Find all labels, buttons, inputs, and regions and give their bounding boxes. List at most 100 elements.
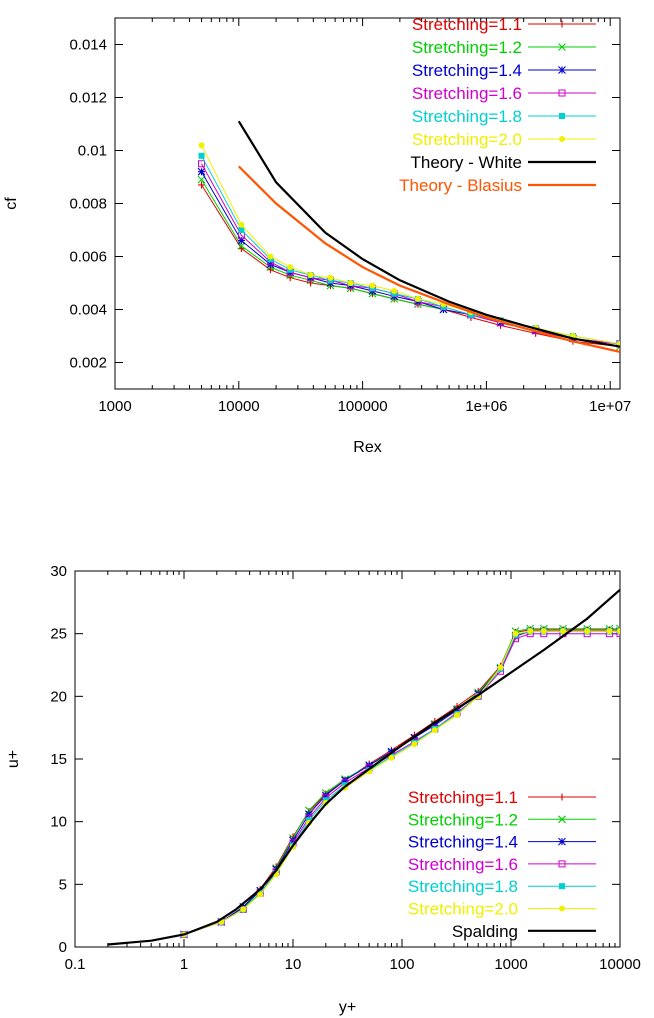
y-tick-label: 0.008 <box>69 196 107 213</box>
series-stretching-1-4 <box>180 627 620 939</box>
series-stretching-2-0 <box>198 142 620 347</box>
y-tick-label: 10 <box>50 814 67 831</box>
x-tick-label: 1 <box>180 956 188 973</box>
series-stretching-1-6 <box>180 630 620 938</box>
uplus-vs-yplus-chart: 0.1 1 10 100 1000 10000 0 5 10 15 20 25 30 y+ u+ Stretc… <box>5 563 641 1016</box>
y-axis-title: u+ <box>5 750 22 768</box>
data-point <box>584 628 591 635</box>
x-tick-label: 0.1 <box>65 956 86 973</box>
series-line <box>201 171 620 345</box>
y-tick-label: 5 <box>59 876 67 893</box>
series-line <box>183 629 620 935</box>
data-point <box>540 628 547 635</box>
series-line <box>107 588 620 946</box>
y-tick-label: 0.012 <box>69 90 107 107</box>
data-point <box>307 272 314 279</box>
data-point <box>430 721 439 730</box>
cf-vs-rex-chart: 1000 10000 100000 1e+06 1e+07 0.002 0.004 0.006… <box>3 15 631 456</box>
data-point <box>414 295 421 302</box>
data-point <box>198 142 205 149</box>
legend-label: Spalding <box>452 922 518 941</box>
legend-label: Stretching=2.0 <box>408 900 518 919</box>
data-point <box>512 630 519 637</box>
series-line <box>183 630 620 935</box>
x-axis-title: Rex <box>353 439 381 456</box>
series-line <box>183 630 620 935</box>
y-tick-label: 20 <box>50 688 67 705</box>
legend-marker <box>558 66 566 74</box>
series-theory-blasius <box>238 165 620 353</box>
x-tick-label: 1000 <box>98 398 131 415</box>
series-line <box>237 120 620 348</box>
series-stretching-2-0 <box>181 628 620 938</box>
x-tick-label: 10 <box>285 956 302 973</box>
data-point <box>197 167 206 176</box>
data-point <box>606 628 613 635</box>
legend-label: Stretching=1.6 <box>408 855 518 874</box>
legend-label: Stretching=1.8 <box>412 107 522 126</box>
data-point <box>431 727 438 734</box>
series-theory-white <box>237 120 620 348</box>
series-line <box>201 144 620 345</box>
series-stretching-1-2 <box>180 624 620 939</box>
series-spalding <box>107 588 620 946</box>
legend-marker <box>558 20 566 28</box>
legend-label: Stretching=1.2 <box>412 38 522 57</box>
data-point <box>391 287 398 294</box>
series-line <box>183 633 620 935</box>
legend-label: Stretching=1.1 <box>412 15 522 34</box>
legend-label: Theory - White <box>411 153 522 172</box>
series-line <box>201 184 620 348</box>
data-point <box>305 806 313 815</box>
series-line <box>238 165 620 353</box>
legend: Stretching=1.1 Stretching=1.2 Stretching=1… <box>399 15 596 195</box>
y-tick-label: 0.002 <box>69 355 107 372</box>
data-point <box>267 253 274 260</box>
legend: Stretching=1.1 Stretching=1.2 Stretching=1… <box>408 788 596 941</box>
x-axis-title: y+ <box>339 999 356 1016</box>
legend-marker <box>558 89 566 97</box>
x-tick-label: 1e+06 <box>465 398 507 415</box>
legend-label: Stretching=1.6 <box>412 84 522 103</box>
data-layer <box>197 120 620 353</box>
legend-marker <box>559 113 565 119</box>
legend-label: Stretching=1.2 <box>408 810 518 829</box>
legend-label: Stretching=1.4 <box>412 61 522 80</box>
x-tick-label: 100000 <box>338 398 388 415</box>
data-point <box>454 712 461 719</box>
y-tick-label: 0.006 <box>69 249 107 266</box>
series-stretching-1-8 <box>181 628 620 938</box>
data-point <box>238 227 245 233</box>
data-point <box>198 181 206 189</box>
y-tick-label: 0.01 <box>78 143 107 160</box>
x-tick-label: 10000 <box>218 398 260 415</box>
legend-marker <box>558 793 566 801</box>
series-stretching-1-1 <box>198 181 620 351</box>
data-point <box>237 236 246 245</box>
series-line <box>183 630 620 935</box>
data-point <box>347 280 354 286</box>
legend-label: Stretching=1.1 <box>408 788 518 807</box>
data-point <box>197 175 206 184</box>
plot-frame <box>74 570 621 948</box>
x-tick-label: 1e+07 <box>589 398 631 415</box>
data-point <box>238 221 245 228</box>
series-stretching-1-4 <box>197 167 620 348</box>
series-stretching-1-1 <box>180 626 620 938</box>
data-point <box>257 891 264 898</box>
legend-marker <box>558 837 566 846</box>
y-tick-label: 30 <box>50 563 67 580</box>
legend-label: Stretching=1.8 <box>408 877 518 896</box>
data-point <box>305 810 313 819</box>
legend-marker <box>558 815 566 824</box>
data-point <box>497 664 504 671</box>
data-point <box>617 628 620 635</box>
data-point <box>560 628 567 635</box>
y-tick-label: 15 <box>50 751 67 768</box>
series-line <box>201 179 620 348</box>
y-tick-label: 0.014 <box>69 37 107 54</box>
series-line <box>183 628 620 935</box>
legend-label: Stretching=2.0 <box>412 130 522 149</box>
x-tick-label: 1000 <box>494 956 527 973</box>
